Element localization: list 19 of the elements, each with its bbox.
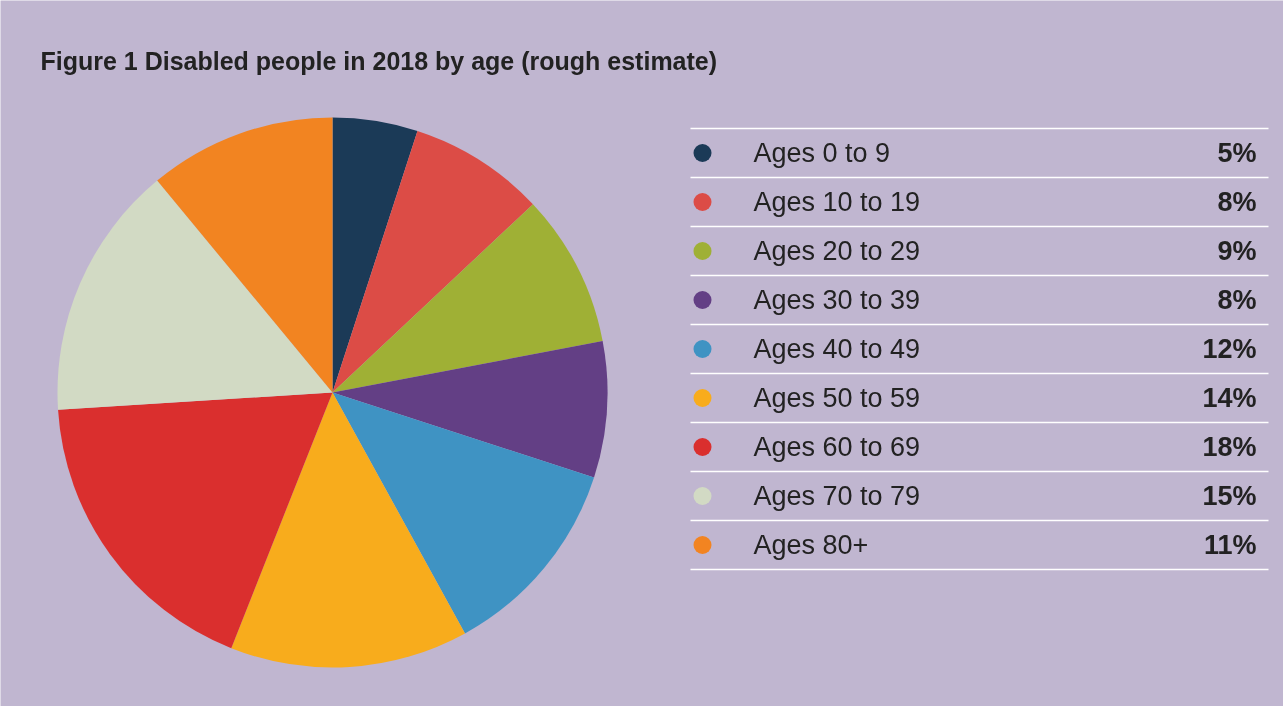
legend-label: Ages 70 to 79 xyxy=(753,481,921,511)
data-label: 18% xyxy=(1202,432,1257,462)
legend-label: Ages 60 to 69 xyxy=(753,432,921,462)
data-label: 11% xyxy=(1203,530,1257,560)
data-label: 14% xyxy=(1202,383,1257,413)
data-label: 9% xyxy=(1217,236,1257,266)
legend-label: Ages 10 to 19 xyxy=(753,187,921,217)
legend-label: Ages 80+ xyxy=(753,530,869,560)
chart-title: Figure 1 Disabled people in 2018 by age (rough estimate) xyxy=(40,46,718,75)
legend-label: Ages 50 to 59 xyxy=(753,383,921,413)
data-label: 8% xyxy=(1217,285,1257,315)
data-label: 12% xyxy=(1202,334,1257,364)
legend-label: Ages 0 to 9 xyxy=(753,138,891,168)
legend-label: Ages 20 to 29 xyxy=(753,236,921,266)
data-label: 15% xyxy=(1202,481,1257,511)
data-label: 8% xyxy=(1217,187,1257,217)
data-label: 5% xyxy=(1217,138,1257,168)
legend-label: Ages 40 to 49 xyxy=(753,334,921,364)
legend-label: Ages 30 to 39 xyxy=(753,285,921,315)
